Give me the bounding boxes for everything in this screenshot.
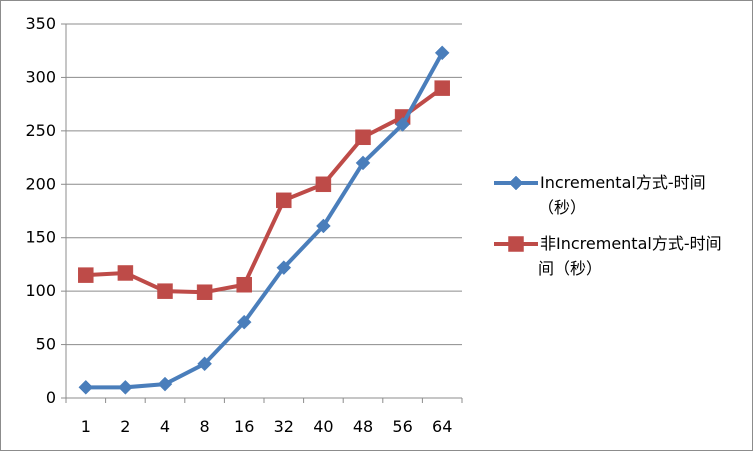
legend-entry: 非Incremental方式-时间间（秒） — [494, 234, 722, 278]
data-point — [118, 379, 133, 395]
legend: Incremental方式-时间 （秒） 非Incremental方式-时间间（秒） — [494, 173, 722, 278]
y-tick-label: 150 — [25, 228, 56, 247]
series — [78, 45, 450, 395]
legend-label: （秒） — [538, 198, 586, 217]
data-point — [236, 276, 252, 293]
x-tick-label: 56 — [392, 417, 412, 436]
legend-label: 间（秒） — [538, 259, 602, 278]
series-incremental — [78, 45, 450, 395]
data-point — [157, 376, 173, 392]
data-point — [315, 176, 332, 193]
series-line — [85, 51, 444, 390]
legend-label: 非Incremental方式-时间 — [540, 234, 722, 253]
data-point — [355, 155, 371, 171]
y-tick-labels: 0 50 100 150 200 250 300 350 — [25, 14, 56, 407]
data-point — [434, 80, 450, 96]
legend-swatch-marker — [508, 175, 524, 191]
series-non-incremental — [78, 80, 450, 300]
data-point — [157, 283, 173, 299]
y-tick-label: 350 — [25, 14, 56, 33]
legend-swatch-marker — [508, 236, 524, 252]
x-tick-label: 16 — [234, 417, 254, 436]
data-point — [434, 45, 450, 61]
data-point — [395, 117, 410, 132]
x-tick-label: 2 — [120, 417, 130, 436]
legend-entry: Incremental方式-时间 （秒） — [494, 173, 706, 217]
y-tick-label: 300 — [25, 67, 56, 86]
x-tick-label: 32 — [274, 417, 294, 436]
y-tick-label: 200 — [25, 174, 56, 193]
data-point — [276, 260, 292, 275]
axes — [61, 23, 463, 403]
data-point — [355, 129, 371, 146]
y-tick-label: 50 — [36, 335, 56, 354]
legend-label: Incremental方式-时间 — [540, 173, 706, 192]
data-point — [276, 192, 292, 209]
data-point — [196, 284, 213, 300]
y-tick-label: 250 — [25, 121, 56, 140]
data-point — [117, 265, 134, 281]
x-tick-label: 4 — [160, 417, 170, 436]
data-point — [316, 218, 331, 234]
data-point — [78, 379, 94, 395]
x-tick-label: 1 — [81, 417, 91, 436]
y-tick-label: 0 — [46, 388, 56, 407]
x-tick-label: 40 — [313, 417, 333, 436]
x-tick-label: 48 — [353, 417, 373, 436]
series-line — [85, 86, 444, 295]
data-point — [197, 356, 212, 372]
gridlines — [66, 23, 462, 346]
x-tick-labels: 1 2 4 8 16 32 40 48 56 64 — [81, 417, 453, 436]
data-point — [78, 267, 94, 283]
data-point — [236, 314, 252, 330]
y-tick-label: 100 — [25, 281, 56, 300]
x-tick-label: 64 — [432, 417, 452, 436]
x-tick-label: 8 — [200, 417, 210, 436]
